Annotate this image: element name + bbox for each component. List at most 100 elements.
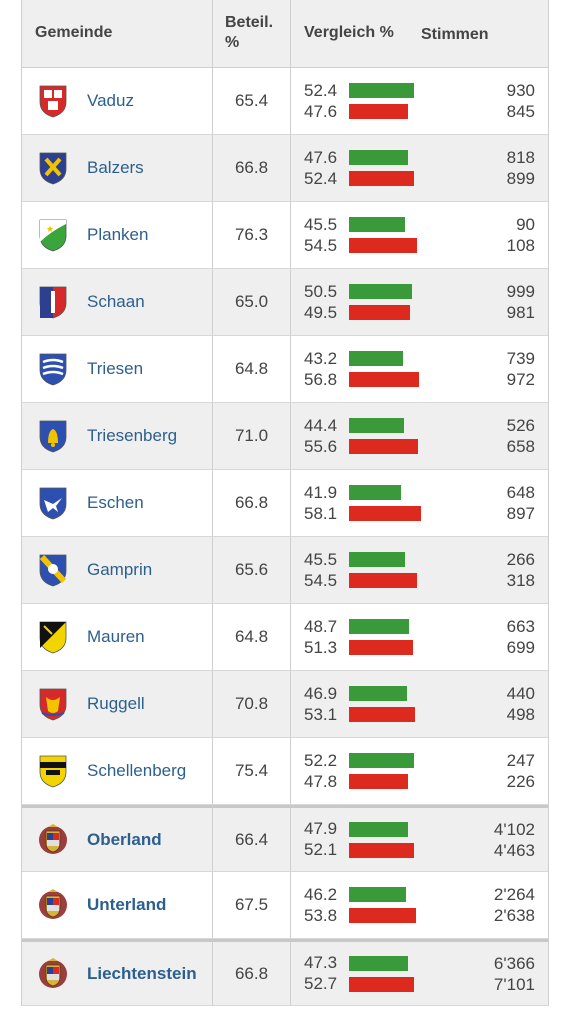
no-votes: 897 xyxy=(506,504,535,523)
yes-percent: 52.2 xyxy=(304,750,338,770)
yes-votes: 526 xyxy=(506,416,535,435)
table-row[interactable]: Balzers 66.8 47.6 52.4 818 899 xyxy=(22,135,548,202)
no-percent: 47.6 xyxy=(304,101,338,121)
no-percent: 52.4 xyxy=(304,168,338,188)
yes-percent: 45.5 xyxy=(304,214,338,234)
yes-votes: 739 xyxy=(506,349,535,368)
table-row[interactable]: Oberland 66.4 47.9 52.1 4'102 4'463 xyxy=(22,805,548,872)
gemeinde-link[interactable]: Schaan xyxy=(87,292,145,311)
yes-bar xyxy=(349,217,406,232)
gemeinde-link[interactable]: Unterland xyxy=(87,895,167,914)
yes-bar xyxy=(349,351,403,366)
table-row[interactable]: Schellenberg 75.4 52.2 47.8 247 226 xyxy=(22,738,548,805)
no-percent: 52.1 xyxy=(304,840,338,859)
table-row[interactable]: Unterland 67.5 46.2 53.8 2'264 2'638 xyxy=(22,872,548,939)
yes-bar xyxy=(349,552,406,567)
vaduz-crest-icon xyxy=(38,84,68,118)
yes-percent: 45.5 xyxy=(304,549,338,569)
yes-percent: 43.2 xyxy=(304,348,338,368)
yes-percent: 47.6 xyxy=(304,147,338,167)
table-row[interactable]: ★ Planken 76.3 45.5 54.5 90 108 xyxy=(22,202,548,269)
svg-text:★: ★ xyxy=(46,224,54,234)
yes-votes: 2'264 xyxy=(493,885,535,904)
beteiligung-cell: 66.8 xyxy=(212,942,291,1005)
gemeinde-link[interactable]: Liechtenstein xyxy=(87,963,197,983)
beteiligung-cell: 65.6 xyxy=(212,537,291,603)
no-bar xyxy=(349,976,415,992)
no-votes: 4'463 xyxy=(493,840,535,860)
yes-votes: 663 xyxy=(506,617,535,636)
beteiligung-cell: 65.0 xyxy=(212,269,291,335)
header-beteiligung-unit: % xyxy=(225,34,240,51)
yes-bar xyxy=(349,150,408,165)
no-percent: 53.1 xyxy=(304,704,338,724)
gemeinde-link[interactable]: Balzers xyxy=(87,158,144,177)
yes-percent: 52.4 xyxy=(304,80,338,100)
header-gemeinde[interactable]: Gemeinde xyxy=(35,24,113,41)
liechtenstein-crest-icon xyxy=(38,888,68,922)
no-percent: 47.8 xyxy=(304,771,338,791)
yes-bar xyxy=(349,284,412,299)
beteiligung-cell: 66.8 xyxy=(212,135,291,201)
gemeinde-link[interactable]: Mauren xyxy=(87,627,145,646)
no-percent: 58.1 xyxy=(304,503,338,523)
ruggell-crest-icon xyxy=(38,687,68,721)
table-row[interactable]: Eschen 66.8 41.9 58.1 648 897 xyxy=(22,470,548,537)
yes-votes: 648 xyxy=(506,483,535,502)
eschen-crest-icon xyxy=(38,486,68,520)
header-beteiligung[interactable]: Beteil. xyxy=(225,14,274,31)
yes-votes: 266 xyxy=(506,550,535,569)
results-table: Gemeinde Beteil. % Vergleich % Stimmen V… xyxy=(21,0,549,1006)
table-row[interactable]: Triesen 64.8 43.2 56.8 739 972 xyxy=(22,336,548,403)
gemeinde-link[interactable]: Eschen xyxy=(87,493,144,512)
gemeinde-link[interactable]: Ruggell xyxy=(87,694,145,713)
planken-crest-icon: ★ xyxy=(38,218,68,252)
no-bar xyxy=(349,707,415,722)
gemeinde-link[interactable]: Oberland xyxy=(87,829,162,849)
gemeinde-link[interactable]: Triesen xyxy=(87,359,144,378)
no-votes: 658 xyxy=(506,437,535,456)
gemeinde-link[interactable]: Gamprin xyxy=(87,560,153,579)
gemeinde-link[interactable]: Triesenberg xyxy=(87,426,178,445)
table-row[interactable]: Liechtenstein 66.8 47.3 52.7 6'366 7'101 xyxy=(22,939,548,1006)
balzers-crest-icon xyxy=(38,151,68,185)
table-row[interactable]: Schaan 65.0 50.5 49.5 999 981 xyxy=(22,269,548,336)
yes-percent: 46.2 xyxy=(304,884,338,904)
no-percent: 56.8 xyxy=(304,369,338,389)
yes-votes: 247 xyxy=(506,751,535,770)
yes-votes: 930 xyxy=(506,81,535,100)
table-row[interactable]: Gamprin 65.6 45.5 54.5 266 318 xyxy=(22,537,548,604)
no-bar xyxy=(349,305,411,320)
header-vergleich[interactable]: Vergleich % xyxy=(304,24,394,41)
yes-bar xyxy=(349,887,407,902)
gemeinde-link[interactable]: Planken xyxy=(87,225,149,244)
yes-votes: 440 xyxy=(506,684,535,703)
beteiligung-cell: 64.8 xyxy=(212,604,291,670)
yes-votes: 6'366 xyxy=(493,953,535,973)
no-votes: 498 xyxy=(506,705,535,724)
table-header: Gemeinde Beteil. % Vergleich % Stimmen xyxy=(22,0,548,68)
no-bar xyxy=(349,238,417,253)
beteiligung-cell: 65.4 xyxy=(212,68,291,134)
table-row[interactable]: Mauren 64.8 48.7 51.3 663 699 xyxy=(22,604,548,671)
yes-percent: 46.9 xyxy=(304,683,338,703)
no-bar xyxy=(349,439,418,454)
no-bar xyxy=(349,774,409,789)
header-stimmen[interactable]: Stimmen xyxy=(421,26,489,43)
table-row[interactable]: Vaduz 65.4 52.4 47.6 930 845 xyxy=(22,68,548,135)
yes-percent: 41.9 xyxy=(304,482,338,502)
no-bar xyxy=(349,372,420,387)
gamprin-crest-icon xyxy=(38,553,68,587)
gemeinde-link[interactable]: Schellenberg xyxy=(87,761,187,780)
no-percent: 49.5 xyxy=(304,302,338,322)
yes-votes: 818 xyxy=(506,148,535,167)
beteiligung-cell: 70.8 xyxy=(212,671,291,737)
table-row[interactable]: Triesenberg 71.0 44.4 55.6 526 658 xyxy=(22,403,548,470)
yes-votes: 4'102 xyxy=(493,819,535,839)
yes-bar xyxy=(349,83,414,98)
yes-bar xyxy=(349,955,408,971)
yes-bar xyxy=(349,821,409,837)
table-row[interactable]: Ruggell 70.8 46.9 53.1 440 498 xyxy=(22,671,548,738)
gemeinde-link[interactable]: Vaduz xyxy=(87,91,134,110)
yes-bar xyxy=(349,619,410,634)
